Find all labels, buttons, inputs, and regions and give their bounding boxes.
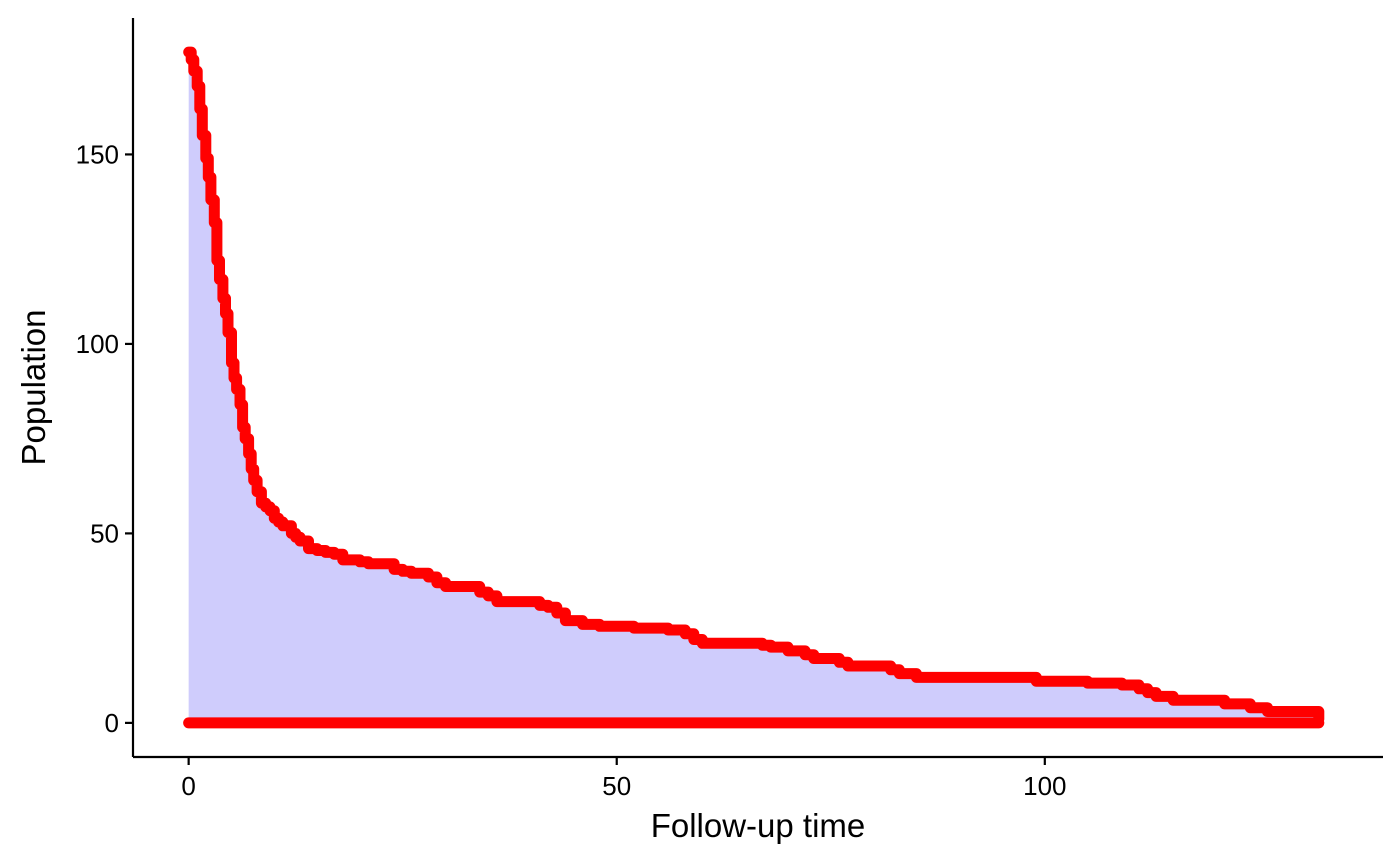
axes	[131, 18, 1383, 759]
x-tick-label: 50	[602, 771, 631, 801]
x-axis-title: Follow-up time	[651, 807, 866, 844]
y-axis-title: Population	[15, 310, 52, 466]
y-tick-label: 0	[105, 708, 119, 738]
ticks: 0 50 100 0 50 100 150	[76, 139, 1067, 801]
area-fill	[188, 52, 1319, 723]
y-tick-label: 150	[76, 139, 119, 169]
plot-area	[183, 46, 1325, 729]
population-curve	[183, 46, 1325, 725]
y-tick-label: 100	[76, 329, 119, 359]
x-tick-label: 0	[181, 771, 195, 801]
x-tick-label: 100	[1023, 771, 1066, 801]
y-tick-label: 50	[90, 518, 119, 548]
